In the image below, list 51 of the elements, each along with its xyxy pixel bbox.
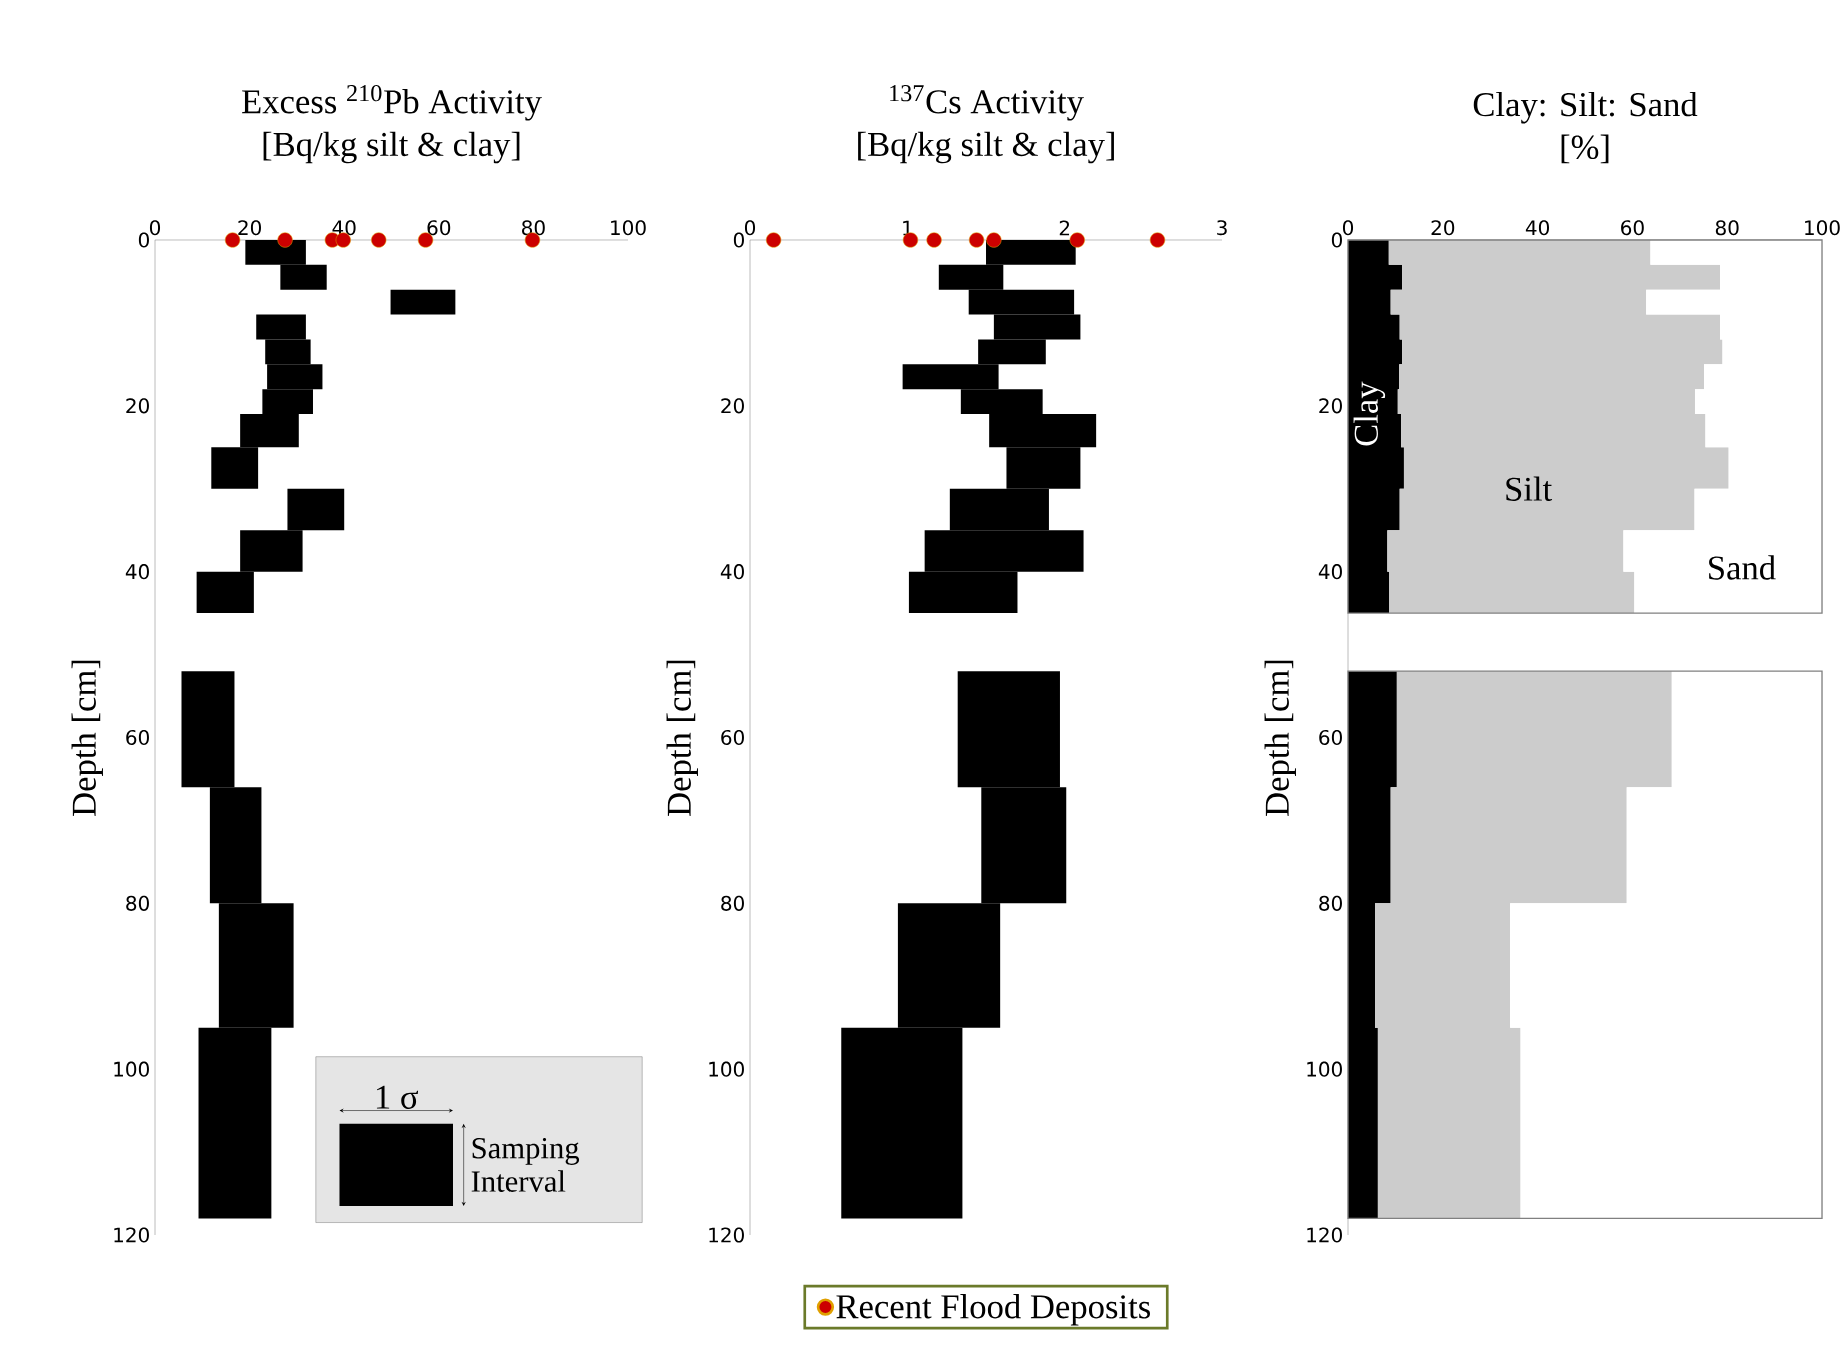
y-tick-label: 60 [126, 729, 149, 746]
y-axis-title: Depth [cm] [71, 660, 103, 816]
x-tick-label: 2 [1059, 220, 1070, 236]
y-tick-label: 40 [1318, 564, 1342, 580]
series-label: Sand [1709, 555, 1776, 580]
x-tick-label: 80 [522, 220, 545, 236]
legend-label: Recent Flood Deposits [836, 1294, 1150, 1326]
x-tick-label: 0 [744, 220, 756, 236]
y-tick-label: 60 [1319, 729, 1342, 746]
x-tick-label: 0 [149, 220, 161, 236]
chart-title: $^{137}$Cs Activity [890, 85, 1084, 121]
y-tick-label: 20 [1319, 398, 1342, 414]
series-label: Silt [1506, 476, 1553, 501]
y-tick-label: 0 [733, 232, 744, 248]
x-tick-label: 20 [238, 220, 261, 236]
y-tick-label: 120 [114, 1227, 149, 1243]
y-tick-label: 120 [709, 1227, 744, 1243]
y-tick-label: 40 [720, 564, 744, 580]
chart-subtitle: [%] [1561, 134, 1609, 164]
y-tick-label: 100 [114, 1061, 149, 1077]
y-tick-label: 60 [721, 729, 744, 746]
y-tick-label: 0 [1331, 232, 1342, 248]
x-tick-label: 100 [1805, 220, 1840, 236]
y-tick-label: 20 [126, 398, 149, 414]
annotation: 1 σ [376, 1085, 419, 1109]
x-tick-label: 3 [1217, 220, 1227, 236]
y-tick-label: 0 [138, 232, 149, 248]
x-tick-label: 60 [427, 220, 451, 236]
y-tick-label: 80 [126, 895, 149, 911]
y-tick-label: 80 [1319, 895, 1342, 911]
series-label: Clay [1353, 381, 1386, 446]
x-tick-label: 80 [1715, 220, 1739, 236]
x-tick-label: 60 [1621, 220, 1644, 236]
x-tick-label: 100 [611, 220, 646, 236]
y-tick-label: 100 [1307, 1061, 1342, 1077]
y-tick-label: 80 [721, 895, 744, 911]
chart-subtitle: [Bq/kg silt & clay] [263, 131, 520, 164]
y-tick-label: 20 [721, 398, 744, 414]
chart-subtitle: [Bq/kg silt & clay] [858, 131, 1114, 164]
y-axis-title: Depth [cm] [666, 660, 698, 816]
chart-title: Excess $^{210}$Pb Activity [242, 84, 542, 121]
y-axis-title: Depth [cm] [1264, 660, 1296, 816]
y-tick-label: 40 [125, 564, 149, 580]
x-tick-label: 40 [332, 220, 356, 236]
y-tick-label: 120 [1307, 1227, 1342, 1243]
y-tick-label: 100 [709, 1061, 744, 1077]
x-tick-label: 20 [1431, 220, 1455, 236]
chart-title: Clay: Silt: Sand [1473, 91, 1698, 124]
x-tick-label: 0 [1342, 220, 1354, 236]
annotation: Samping Interval [471, 1137, 580, 1192]
x-tick-label: 40 [1525, 220, 1549, 236]
